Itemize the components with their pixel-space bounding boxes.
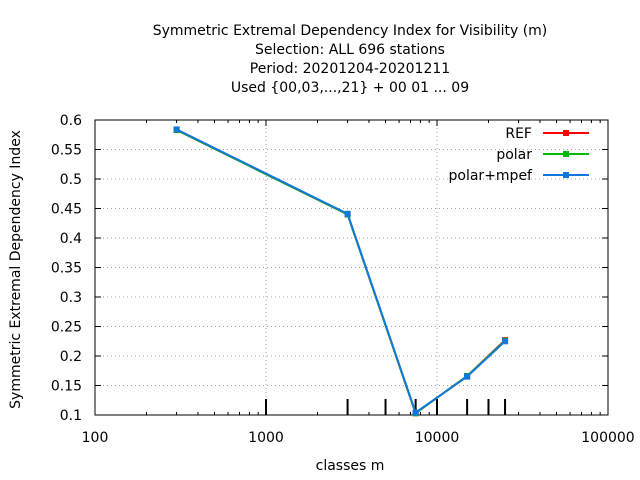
chart-title-line: Selection: ALL 696 stations [255, 42, 445, 58]
y-tick-label: 0.15 [51, 379, 82, 395]
data-point [502, 338, 509, 345]
data-point [412, 409, 419, 416]
y-tick-label: 0.55 [51, 143, 82, 159]
y-tick-label: 0.5 [60, 172, 82, 188]
legend: REF polar polar+mpef [449, 126, 589, 184]
x-tick-label: 100 [82, 430, 109, 446]
y-tick-label: 0.4 [60, 231, 82, 247]
legend-marker [563, 151, 569, 157]
grid [95, 120, 608, 415]
chart-title: Symmetric Extremal Dependency Index for … [153, 23, 548, 96]
x-axis-ticks: 100 1000 10000 100000 [82, 120, 635, 446]
series [173, 126, 509, 417]
x-axis-label: classes m [316, 458, 385, 474]
series-polar+mpef [173, 126, 509, 416]
data-point [344, 210, 351, 217]
y-tick-label: 0.45 [51, 202, 82, 218]
chart-title-line: Period: 20201204-20201211 [250, 61, 450, 77]
x-tick-label: 1000 [248, 430, 284, 446]
y-tick-label: 0.25 [51, 320, 82, 336]
data-point [173, 126, 180, 133]
x-tick-label: 10000 [415, 430, 460, 446]
legend-label: polar+mpef [449, 168, 534, 184]
y-tick-label: 0.3 [60, 290, 82, 306]
data-point [464, 373, 471, 380]
legend-marker [563, 130, 569, 136]
chart-title-line: Used {00,03,...,21} + 00 01 ... 09 [231, 80, 469, 96]
legend-label: polar [496, 147, 532, 163]
chart-title-line: Symmetric Extremal Dependency Index for … [153, 23, 548, 39]
y-tick-label: 0.2 [60, 349, 82, 365]
legend-label: REF [505, 126, 532, 142]
y-tick-label: 0.6 [60, 113, 82, 129]
y-axis-ticks: 0.1 0.15 0.2 0.25 0.3 0.35 0.4 0.45 0.5 0.55 0.6 [51, 113, 608, 424]
legend-marker [563, 172, 569, 178]
y-tick-label: 0.1 [60, 408, 82, 424]
x-tick-label: 100000 [581, 430, 634, 446]
y-axis-label: Symmetric Extremal Dependency Index [8, 130, 24, 409]
y-tick-label: 0.35 [51, 261, 82, 277]
